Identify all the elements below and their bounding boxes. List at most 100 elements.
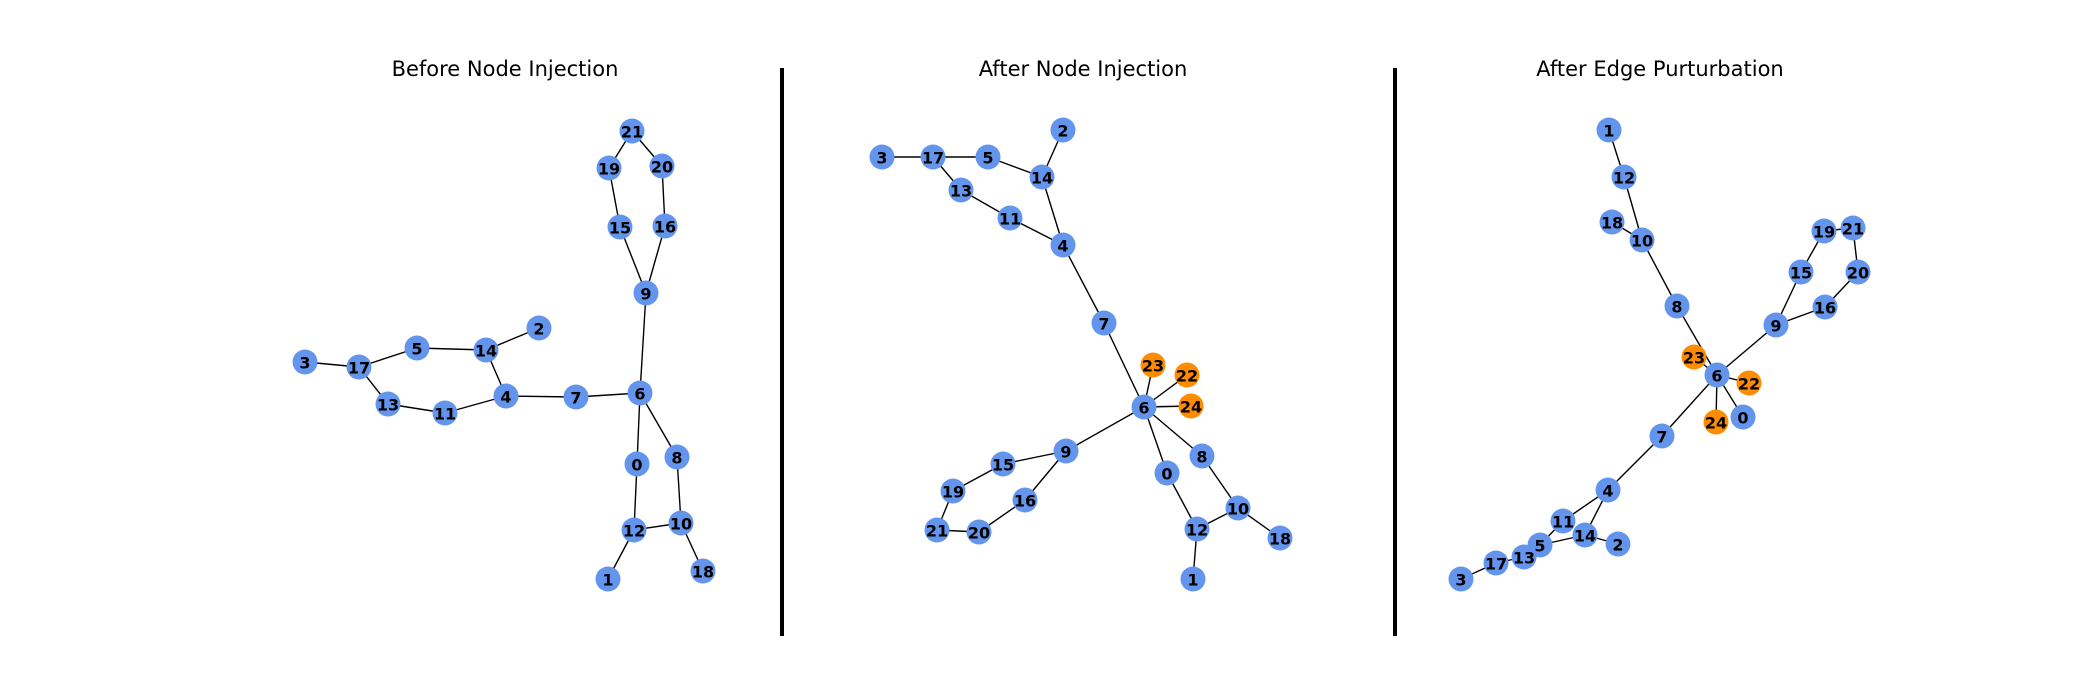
edge-4-7 (1062, 244, 1105, 324)
node-circle (690, 558, 716, 584)
edge-group (304, 130, 704, 580)
node-circle (1812, 294, 1838, 320)
node-circle (975, 144, 1001, 170)
node-2: 2 (526, 315, 552, 341)
node-16: 16 (652, 213, 678, 239)
node-5: 5 (404, 335, 430, 361)
node-label: 20 (968, 524, 990, 543)
node-11: 11 (1550, 508, 1576, 534)
node-circle (990, 451, 1016, 477)
node-circle (1599, 209, 1625, 235)
node-circle (624, 451, 650, 477)
node-24: 24 (1703, 409, 1729, 435)
node-label: 22 (1176, 367, 1198, 386)
node-2: 2 (1605, 531, 1631, 557)
node-label: 0 (1161, 465, 1172, 484)
node-6: 6 (1131, 394, 1157, 420)
node-13: 13 (1511, 544, 1537, 570)
node-label: 16 (654, 218, 676, 237)
node-circle (1225, 495, 1251, 521)
node-label: 14 (1031, 169, 1053, 188)
node-label: 3 (876, 149, 887, 168)
node-label: 9 (1770, 317, 1781, 336)
node-15: 15 (1788, 259, 1814, 285)
node-20: 20 (649, 153, 675, 179)
edge-7-4 (1607, 435, 1663, 491)
node-circle (1605, 531, 1631, 557)
node-label: 13 (377, 396, 399, 415)
node-label: 13 (1513, 549, 1535, 568)
node-22: 22 (1736, 370, 1762, 396)
panel-title-after-injection: After Node Injection (979, 57, 1188, 81)
node-label: 23 (1142, 357, 1164, 376)
node-23: 23 (1681, 344, 1707, 370)
node-17: 17 (1483, 550, 1509, 576)
node-17: 17 (346, 354, 372, 380)
edge-6-8 (1143, 406, 1203, 457)
node-label: 6 (1711, 367, 1722, 386)
node-12: 12 (1184, 516, 1210, 542)
node-label: 16 (1814, 299, 1836, 318)
node-label: 19 (598, 160, 620, 179)
node-circle (563, 384, 589, 410)
node-label: 18 (1269, 530, 1291, 549)
node-circle (1154, 460, 1180, 486)
node-14: 14 (1029, 164, 1055, 190)
node-circle (948, 177, 974, 203)
node-circle (1511, 544, 1537, 570)
node-circle (1704, 362, 1730, 388)
node-circle (621, 517, 647, 543)
node-15: 15 (990, 451, 1016, 477)
node-label: 14 (475, 342, 497, 361)
node-label: 1 (602, 571, 613, 590)
node-label: 2 (1612, 536, 1623, 555)
node-circle (432, 400, 458, 426)
node-6: 6 (627, 380, 653, 406)
node-label: 20 (1847, 264, 1869, 283)
node-label: 4 (1057, 237, 1068, 256)
node-label: 8 (1671, 298, 1682, 317)
node-circle (596, 155, 622, 181)
node-circle (526, 315, 552, 341)
edge-9-6 (639, 292, 647, 394)
node-circle (668, 510, 694, 536)
node-10: 10 (668, 510, 694, 536)
node-circle (1091, 310, 1117, 336)
node-circle (1703, 409, 1729, 435)
node-circle (1050, 117, 1076, 143)
node-circle (1572, 522, 1598, 548)
node-label: 8 (671, 449, 682, 468)
node-label: 10 (1227, 500, 1249, 519)
node-0: 0 (624, 451, 650, 477)
node-7: 7 (1649, 423, 1675, 449)
node-label: 9 (640, 285, 651, 304)
node-4: 4 (493, 383, 519, 409)
node-16: 16 (1812, 294, 1838, 320)
node-circle (1763, 312, 1789, 338)
node-circle (664, 444, 690, 470)
node-label: 15 (1790, 264, 1812, 283)
node-circle (1550, 508, 1576, 534)
node-label: 11 (1552, 513, 1574, 532)
node-label: 5 (1534, 537, 1545, 556)
node-14: 14 (1572, 522, 1598, 548)
node-21: 21 (619, 118, 645, 144)
node-8: 8 (664, 444, 690, 470)
node-label: 23 (1683, 349, 1705, 368)
node-circle (1611, 164, 1637, 190)
node-circle (404, 335, 430, 361)
node-circle (1131, 394, 1157, 420)
node-13: 13 (375, 391, 401, 417)
node-circle (1788, 259, 1814, 285)
node-label: 6 (634, 385, 645, 404)
node-circle (619, 118, 645, 144)
node-19: 19 (940, 478, 966, 504)
node-circle (595, 566, 621, 592)
node-circle (940, 478, 966, 504)
node-label: 17 (348, 359, 370, 378)
node-label: 7 (1098, 315, 1109, 334)
node-circle (1629, 227, 1655, 253)
node-7: 7 (563, 384, 589, 410)
node-circle (869, 144, 895, 170)
